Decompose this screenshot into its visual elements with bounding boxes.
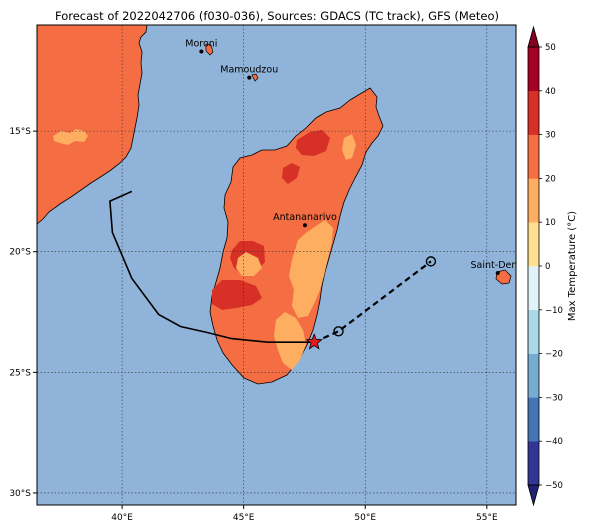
city-label: Antananarivo: [273, 212, 337, 223]
colorbar-band: [528, 222, 539, 267]
city-labels: Moroni Mamoudzou Antananarivo Saint-Denis: [185, 39, 525, 275]
forecast-track-line: [313, 260, 432, 344]
current-storm-position-star: [305, 333, 323, 350]
map-panel: Moroni Mamoudzou Antananarivo Saint-Denis: [37, 25, 525, 505]
mayotte: [251, 73, 259, 82]
colorbar-band: [528, 353, 539, 398]
figure-title: Forecast of 2022042706 (f030-036), Sourc…: [55, 9, 499, 23]
colorbar-extend-high: [527, 25, 540, 48]
city-label: Mamoudzou: [220, 65, 278, 76]
colorbar-band: [528, 134, 539, 179]
y-tick-label: 25°S: [9, 368, 31, 378]
city-dot: [302, 223, 307, 228]
colorbar-band: [528, 266, 539, 311]
madagascar-hot-zone-central: [282, 163, 300, 184]
y-tick-label: 15°S: [9, 127, 31, 137]
forecast-position-marker: [425, 256, 437, 267]
colorbar-tick-label: 10: [545, 218, 556, 228]
x-tick-label: 40°E: [111, 513, 133, 523]
madagascar-northeast-highlands: [342, 134, 356, 160]
map-frame: [36, 24, 517, 506]
colorbar-tick-label: −10: [545, 306, 563, 316]
colorbar-band: [528, 90, 539, 135]
colorbar-tick-label: −30: [545, 393, 563, 403]
colorbar-extend-low: [527, 484, 540, 507]
colorbar-tick-label: 50: [545, 43, 556, 53]
grande-comore: [205, 43, 214, 56]
reunion: [495, 269, 512, 285]
city-label: Saint-Denis: [471, 260, 525, 271]
colorbar-tick-label: 40: [545, 87, 556, 97]
x-tick-label: 50°E: [354, 513, 376, 523]
colorbar: 50 40 30 20 10 0 −10 −20 −30 −40 −50: [527, 25, 563, 507]
colorbar-tick-label: −20: [545, 350, 563, 360]
colorbar-tick-label: −40: [545, 437, 563, 447]
x-tick-label: 55°E: [476, 513, 498, 523]
madagascar-hot-zone-southwest: [212, 280, 262, 310]
graticule: [37, 25, 516, 505]
city-dot: [495, 270, 500, 275]
forecast-position-marker: [333, 326, 344, 337]
africa-warm-patch: [53, 129, 88, 145]
city-dot: [199, 49, 204, 54]
city-label: Moroni: [185, 39, 217, 50]
colorbar-tick-label: 20: [545, 174, 556, 184]
colorbar-tick-label: −50: [545, 481, 563, 491]
madagascar-highlands: [289, 220, 333, 318]
madagascar-south-highlands: [274, 312, 306, 370]
y-tick-label: 20°S: [9, 248, 31, 258]
observed-track-line: [109, 190, 315, 344]
cyclone-track: [109, 190, 437, 350]
colorbar-band: [528, 397, 539, 442]
colorbar-band: [528, 441, 539, 486]
x-tick-label: 45°E: [233, 513, 255, 523]
colorbar-tick-label: 30: [545, 131, 556, 141]
madagascar-west-strip: [236, 252, 262, 276]
colorbar-band: [528, 178, 539, 223]
africa-landmass: [37, 25, 148, 225]
city-dot: [247, 75, 252, 80]
colorbar-tick-label: 0: [545, 262, 550, 272]
map-axes: 40°E 45°E 50°E 55°E 15°S 20°S 25°S 30°S: [9, 127, 498, 523]
colorbar-band: [528, 309, 539, 354]
madagascar-hot-zone-north: [296, 130, 330, 156]
colorbar-band: [528, 47, 539, 92]
y-tick-label: 30°S: [9, 489, 31, 499]
colorbar-label: Max Temperature (°C): [567, 211, 578, 321]
madagascar-landmass: [209, 87, 384, 385]
